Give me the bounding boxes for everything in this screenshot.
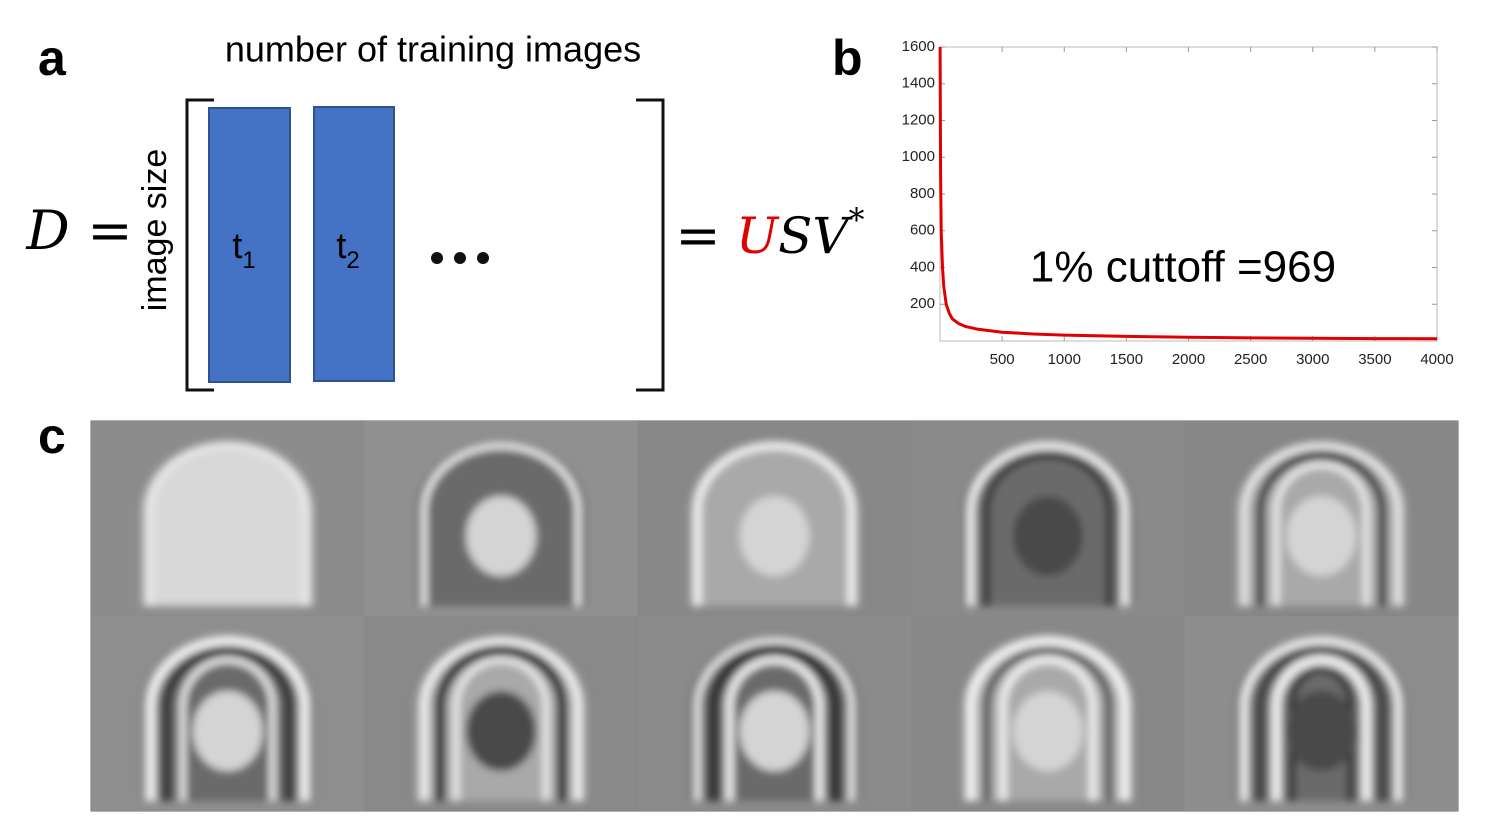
ring [694,637,855,801]
center [466,496,537,576]
column-sub: 1 [242,247,255,274]
plot-area [939,46,1438,342]
ellipsis-dot [477,252,489,264]
ellipsis-dot [431,252,443,264]
annotation: 1% cuttoff =969 [1030,243,1336,292]
ring [421,442,582,606]
ring [1256,451,1387,606]
ring [998,656,1097,801]
ring [693,441,856,606]
x-tick-label: 1000 [1048,351,1081,368]
ring [162,646,293,801]
ring [983,647,1112,801]
ring [1240,636,1403,801]
ring [1271,655,1372,801]
column-sub: 2 [346,247,359,274]
ring [725,656,824,801]
x-tick-label: 500 [990,351,1015,368]
x-tick-label: 3000 [1296,351,1329,368]
side-label: image size [136,149,174,312]
eigen-image [689,636,860,801]
ellipsis-dot [454,252,466,264]
y-tick-label: 400 [910,258,935,275]
x-tick-label: 1500 [1110,351,1143,368]
x-tick-label: 2000 [1172,351,1205,368]
ring [1289,666,1354,801]
bracket [636,98,665,392]
y-tick-label: 1200 [902,111,935,128]
y-tick-label: 1000 [902,148,935,165]
rhs-rest: SV [778,207,853,265]
center [1012,496,1083,576]
ring [145,635,310,801]
eigen-image [1236,636,1407,801]
eigen-image [1236,441,1407,606]
column-label: t2 [336,225,359,275]
chart: 1% cuttoff =969 200 400 600 800 1000 1200 1400… [902,38,1454,368]
column-block [208,107,291,383]
center [739,496,810,576]
ring [708,645,841,801]
rhs-sup: * [849,201,865,239]
y-tick-label: 1400 [902,75,935,92]
ring [1257,647,1386,801]
column-label: t1 [232,225,255,275]
center [466,691,537,771]
y-tick-label: 1600 [902,38,935,55]
eigen-image [962,441,1133,606]
x-tick-label: 4000 [1420,351,1453,368]
ring [1241,442,1402,606]
eigen-image [689,441,860,606]
column-base: t [232,225,242,266]
curve [938,46,1438,341]
ring [148,443,307,606]
center [1012,691,1083,771]
ring [435,645,568,801]
top-label: number of training images [225,29,641,70]
eigen-image [416,636,587,801]
head-shape [142,441,313,606]
x-tick-label: 3500 [1358,351,1391,368]
equals: = [87,199,132,262]
center [1286,691,1357,771]
center [192,691,263,771]
y-tick-label: 800 [910,185,935,202]
panel-label: a [38,30,67,86]
eigen-image [142,441,313,606]
eigen-image [142,635,313,801]
ring [965,635,1130,801]
x-tick-label: 2500 [1234,351,1267,368]
y-tick-label: 600 [910,222,935,239]
rhs-u: U [736,207,780,265]
eigen-image [962,635,1133,801]
equals: = [675,204,720,267]
eigenimage-grid [90,420,1459,812]
lhs: D [25,199,69,262]
panel-label: c [38,408,66,464]
column-base: t [336,225,346,266]
ring [983,452,1112,606]
column-block [313,106,395,382]
matrix-diagram: number of training images D = image size… [25,29,865,392]
bracket [185,98,214,392]
ring [179,657,276,801]
eigen-image [416,441,587,606]
panel-label: b [832,30,863,86]
center [1286,496,1357,576]
center [739,691,810,771]
ring [420,636,583,801]
rhs: USV* [736,201,865,266]
ring [1273,462,1370,606]
y-tick-label: 200 [910,295,935,312]
ring [453,657,550,801]
ring [966,441,1129,606]
